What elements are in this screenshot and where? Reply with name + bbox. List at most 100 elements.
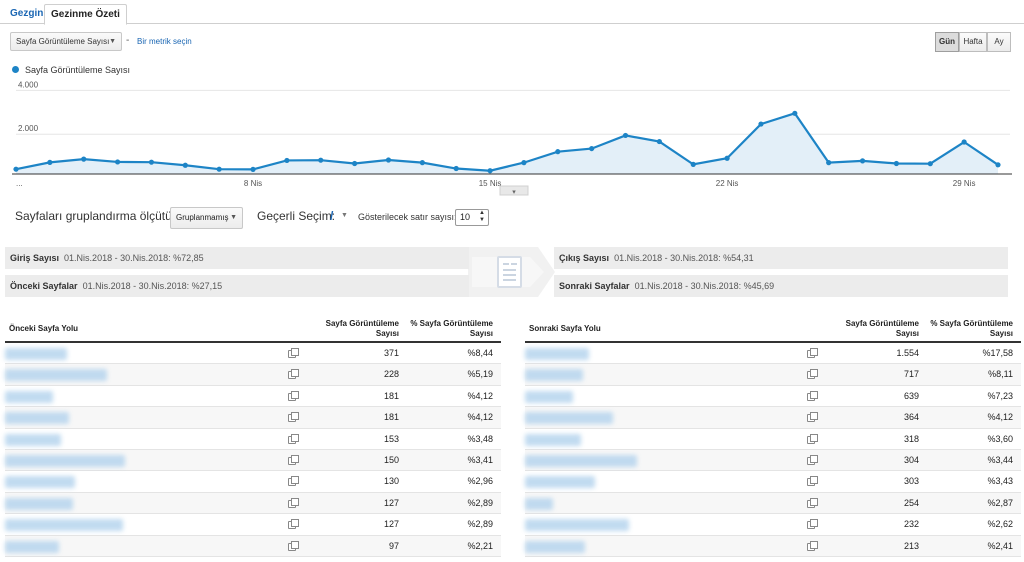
legend-label: Sayfa Görüntüleme Sayısı xyxy=(25,65,131,75)
redacted-page-path-link[interactable] xyxy=(5,369,107,382)
table-row: 213 %2,41 xyxy=(525,535,1021,557)
redacted-page-path-link[interactable] xyxy=(525,412,613,425)
col-pageviews[interactable]: Sayfa Görüntüleme Sayısı xyxy=(846,319,919,339)
tab-navigator[interactable]: Gezgin xyxy=(10,8,44,19)
table-row: 639 %7,23 xyxy=(525,386,1021,408)
redacted-page-path-link[interactable] xyxy=(525,497,553,510)
open-external-icon[interactable] xyxy=(288,454,299,465)
pageviews-value: 1.554 xyxy=(896,348,919,358)
open-external-icon[interactable] xyxy=(288,433,299,444)
table-body: 1.554 %17,58 717 %8,11 639 %7,23 364 %4,12 318 %3… xyxy=(525,343,1021,557)
pageviews-percent-value: %4,12 xyxy=(987,412,1013,423)
open-external-icon[interactable] xyxy=(807,348,818,358)
y-tick-label: 2.000 xyxy=(18,124,39,133)
redacted-page-path-link[interactable] xyxy=(525,454,637,467)
chart-svg: 2.000 4.000... 8 Nis 15 Nis 22 Nis 29 Nis ▾ xyxy=(12,80,1012,196)
exits-label: Çıkış Sayısı xyxy=(559,253,610,263)
open-external-icon[interactable] xyxy=(807,497,818,508)
rows-count-select[interactable]: 10 ▲ ▼ xyxy=(455,209,489,226)
pageviews-percent-value: %5,19 xyxy=(467,369,493,380)
redacted-page-path-link[interactable] xyxy=(5,476,75,489)
data-point xyxy=(690,161,696,167)
table-row: 318 %3,60 xyxy=(525,429,1021,450)
data-point xyxy=(385,157,392,163)
pageviews-percent-value: %8,44 xyxy=(467,348,493,358)
open-external-icon[interactable] xyxy=(807,412,818,423)
data-point xyxy=(419,160,425,166)
open-external-icon[interactable] xyxy=(288,348,299,358)
pageviews-percent-value: %2,21 xyxy=(467,540,493,551)
redacted-page-path-link[interactable] xyxy=(5,497,73,510)
data-point xyxy=(622,132,629,139)
open-external-icon[interactable] xyxy=(288,519,299,530)
series-line xyxy=(15,112,999,172)
pageviews-value: 181 xyxy=(383,390,399,401)
col-pageviews[interactable]: Sayfa Görüntüleme Sayısı xyxy=(326,319,399,339)
pageviews-value: 364 xyxy=(903,412,919,423)
current-selection-link[interactable]: / xyxy=(330,209,334,223)
table-row: 228 %5,19 xyxy=(5,364,501,386)
col-previous-page-path[interactable]: Önceki Sayfa Yolu xyxy=(9,324,79,333)
redacted-page-path-link[interactable] xyxy=(5,390,53,403)
open-external-icon[interactable] xyxy=(807,540,818,551)
redacted-page-path-link[interactable] xyxy=(5,433,61,446)
pageviews-percent-value: %2,41 xyxy=(987,540,1013,551)
open-external-icon[interactable] xyxy=(288,390,299,401)
previous-pages-box: Önceki Sayfalar 01.Nis.2018 - 30.Nis.201… xyxy=(5,275,469,297)
period-week-button[interactable]: Hafta xyxy=(959,32,987,52)
open-external-icon[interactable] xyxy=(288,412,299,423)
redacted-page-path-link[interactable] xyxy=(525,476,595,489)
add-metric-link[interactable]: Bir metrik seçin xyxy=(137,37,192,46)
grouping-label: Sayfaları gruplandırma ölçütü: xyxy=(15,209,176,223)
grouping-select[interactable]: Gruplanmamış ▼ xyxy=(170,207,243,229)
redacted-page-path-link[interactable] xyxy=(525,540,585,553)
current-selection-caret-icon[interactable]: ▼ xyxy=(341,212,348,219)
open-external-icon[interactable] xyxy=(288,497,299,508)
pageviews-value: 228 xyxy=(383,369,399,380)
open-external-icon[interactable] xyxy=(288,369,299,380)
period-day-button[interactable]: Gün xyxy=(935,32,959,52)
next-pages-box: Sonraki Sayfalar 01.Nis.2018 - 30.Nis.20… xyxy=(554,275,1008,297)
open-external-icon[interactable] xyxy=(288,540,299,551)
redacted-page-path-link[interactable] xyxy=(5,454,125,467)
data-point xyxy=(47,159,53,165)
previous-pages-detail: 01.Nis.2018 - 30.Nis.2018: %27,15 xyxy=(82,281,223,291)
redacted-page-path-link[interactable] xyxy=(525,369,583,382)
tab-navigation-summary[interactable]: Gezinme Özeti xyxy=(44,4,127,25)
next-pages-label: Sonraki Sayfalar xyxy=(559,281,630,291)
metric-select[interactable]: Sayfa Görüntüleme Sayısı ▼ xyxy=(10,32,122,51)
chevron-down-icon: ▾ xyxy=(512,189,516,196)
pageviews-percent-value: %17,58 xyxy=(982,348,1013,358)
redacted-page-path-link[interactable] xyxy=(525,390,573,403)
open-external-icon[interactable] xyxy=(807,519,818,530)
open-external-icon[interactable] xyxy=(288,476,299,487)
open-external-icon[interactable] xyxy=(807,476,818,487)
exits-detail: 01.Nis.2018 - 30.Nis.2018: %54,31 xyxy=(614,253,754,263)
open-external-icon[interactable] xyxy=(807,369,818,380)
table-row: 153 %3,48 xyxy=(5,429,501,450)
open-external-icon[interactable] xyxy=(807,454,818,465)
table-row: 371 %8,44 xyxy=(5,343,501,365)
data-point xyxy=(927,161,933,167)
table-row: 303 %3,43 xyxy=(525,471,1021,493)
redacted-page-path-link[interactable] xyxy=(525,519,629,532)
open-external-icon[interactable] xyxy=(807,390,818,401)
redacted-page-path-link[interactable] xyxy=(5,412,69,425)
redacted-page-path-link[interactable] xyxy=(525,348,589,360)
col-pageviews-percent[interactable]: % Sayfa Görüntüleme Sayısı xyxy=(410,319,493,339)
col-next-page-path[interactable]: Sonraki Sayfa Yolu xyxy=(529,324,601,333)
redacted-page-path-link[interactable] xyxy=(5,348,67,360)
chart-collapse-handle xyxy=(499,185,529,196)
series-dot-icon xyxy=(12,66,19,73)
period-month-button[interactable]: Ay xyxy=(987,32,1011,52)
redacted-page-path-link[interactable] xyxy=(525,433,581,446)
data-point xyxy=(758,121,764,127)
col-percent-line1: % Sayfa Görüntüleme xyxy=(410,319,493,328)
exits-box: Çıkış Sayısı 01.Nis.2018 - 30.Nis.2018: … xyxy=(554,247,1008,269)
redacted-page-path-link[interactable] xyxy=(5,519,123,532)
entrances-detail: 01.Nis.2018 - 30.Nis.2018: %72,85 xyxy=(64,253,204,263)
open-external-icon[interactable] xyxy=(807,433,818,444)
col-pageviews-percent[interactable]: % Sayfa Görüntüleme Sayısı xyxy=(930,319,1013,339)
redacted-page-path-link[interactable] xyxy=(5,540,59,553)
previous-pages-label: Önceki Sayfalar xyxy=(10,281,78,291)
